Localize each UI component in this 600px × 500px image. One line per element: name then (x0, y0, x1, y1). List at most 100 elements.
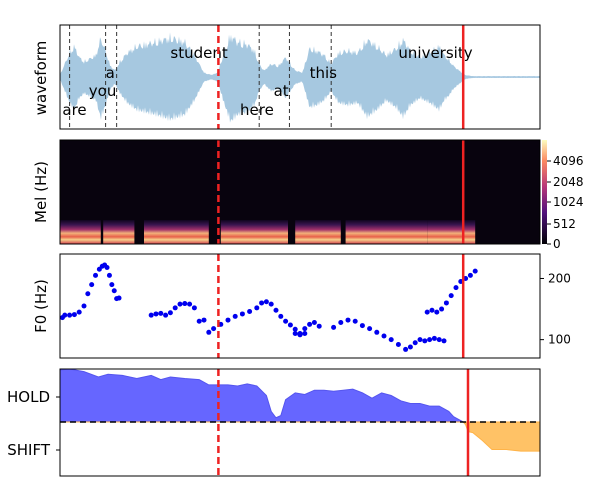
f0-point (211, 326, 217, 332)
f0-point (429, 307, 435, 313)
f0-point (232, 313, 238, 319)
f0-point (434, 309, 440, 315)
mel-ytick-label-2: 1024 (553, 195, 584, 209)
f0-point (71, 312, 77, 318)
word-label-are: are (62, 101, 86, 119)
mel-colorbar (542, 140, 547, 244)
f0-plot (59, 254, 478, 358)
f0-point (302, 326, 308, 332)
mel-yticks: 0 512 1024 2048 4096 (547, 154, 584, 251)
f0-point (167, 310, 173, 316)
turn-plot (59, 368, 541, 476)
f0-point (311, 320, 317, 326)
f0-ylabel: F0 (Hz) (32, 279, 50, 333)
word-label-at: at (274, 82, 289, 100)
f0-point (331, 324, 337, 330)
mel-energy-band-3 (220, 220, 288, 244)
word-label-here: here (240, 101, 274, 119)
f0-ytick-label-0: 100 (548, 333, 571, 347)
f0-point (177, 301, 183, 307)
mel-energy-band-2 (144, 220, 209, 244)
waveform-frame (59, 24, 541, 130)
waveform-ylabel: waveform (32, 41, 50, 116)
word-label-student: student (170, 44, 227, 62)
mel-energy-band-1 (103, 220, 135, 244)
word-label-a: a (106, 64, 115, 82)
f0-point (388, 337, 394, 343)
f0-point (448, 293, 454, 299)
f0-point (81, 303, 87, 309)
f0-yticks: 100 200 (540, 271, 571, 347)
word-label-you: you (89, 82, 117, 100)
f0-point (374, 329, 380, 335)
f0-point (187, 301, 193, 307)
f0-point (196, 318, 202, 324)
f0-point (472, 268, 478, 274)
f0-point (109, 282, 115, 288)
turn-ytick-label-hold: HOLD (7, 388, 50, 406)
f0-point (417, 337, 423, 343)
f0-point (424, 309, 430, 315)
f0-point (292, 326, 298, 332)
f0-point (201, 317, 207, 323)
mel-energy-band-6 (427, 220, 476, 244)
mel-ytick-label-1: 512 (553, 217, 576, 231)
f0-point (158, 310, 164, 316)
f0-point (422, 338, 428, 344)
f0-frame (59, 253, 541, 359)
f0-point (62, 312, 68, 318)
f0-point (439, 306, 445, 312)
f0-point (206, 329, 212, 335)
f0-point (153, 311, 159, 317)
f0-point (453, 285, 459, 291)
f0-point (359, 323, 365, 329)
f0-point (431, 335, 437, 341)
f0-point (292, 331, 298, 337)
mel-ylabel: Mel (Hz) (32, 161, 50, 223)
word-label-this: this (310, 64, 338, 82)
f0-point (273, 307, 279, 313)
f0-point (302, 331, 308, 337)
mel-energy-band-4 (295, 220, 341, 244)
f0-point (367, 326, 373, 332)
f0-point (76, 309, 82, 315)
f0-point (89, 282, 95, 288)
f0-point (316, 323, 322, 329)
f0-panel: F0 (Hz) 100 200 (32, 253, 571, 359)
f0-point (381, 333, 387, 339)
f0-point (225, 317, 231, 323)
mel-ytick-label-4: 4096 (553, 154, 584, 168)
f0-point (268, 301, 274, 307)
f0-point (182, 301, 188, 307)
f0-point (443, 300, 449, 306)
f0-point (467, 272, 473, 278)
f0-point (111, 288, 117, 294)
f0-point (106, 272, 112, 278)
turn-panel: HOLD SHIFT (7, 368, 541, 477)
f0-point (436, 337, 442, 343)
f0-point (163, 312, 169, 318)
f0-point (412, 340, 418, 346)
f0-point (427, 337, 433, 343)
mel-frame (59, 139, 541, 245)
f0-ytick-label-1: 200 (548, 271, 571, 285)
f0-point (345, 317, 351, 323)
f0-point (148, 312, 154, 318)
f0-point (116, 295, 122, 301)
turn-yticks: HOLD SHIFT (7, 388, 60, 459)
f0-point (297, 332, 303, 338)
f0-point (403, 346, 409, 352)
mel-energy-band-5 (345, 220, 428, 244)
f0-point (441, 338, 447, 344)
f0-point (352, 318, 358, 324)
f0-point (239, 311, 245, 317)
f0-point (67, 312, 73, 318)
f0-point (191, 305, 197, 311)
f0-point (338, 320, 344, 326)
turn-frame (59, 368, 541, 477)
word-label-university: university (398, 44, 472, 62)
f0-point (85, 291, 91, 297)
f0-point (395, 342, 401, 348)
